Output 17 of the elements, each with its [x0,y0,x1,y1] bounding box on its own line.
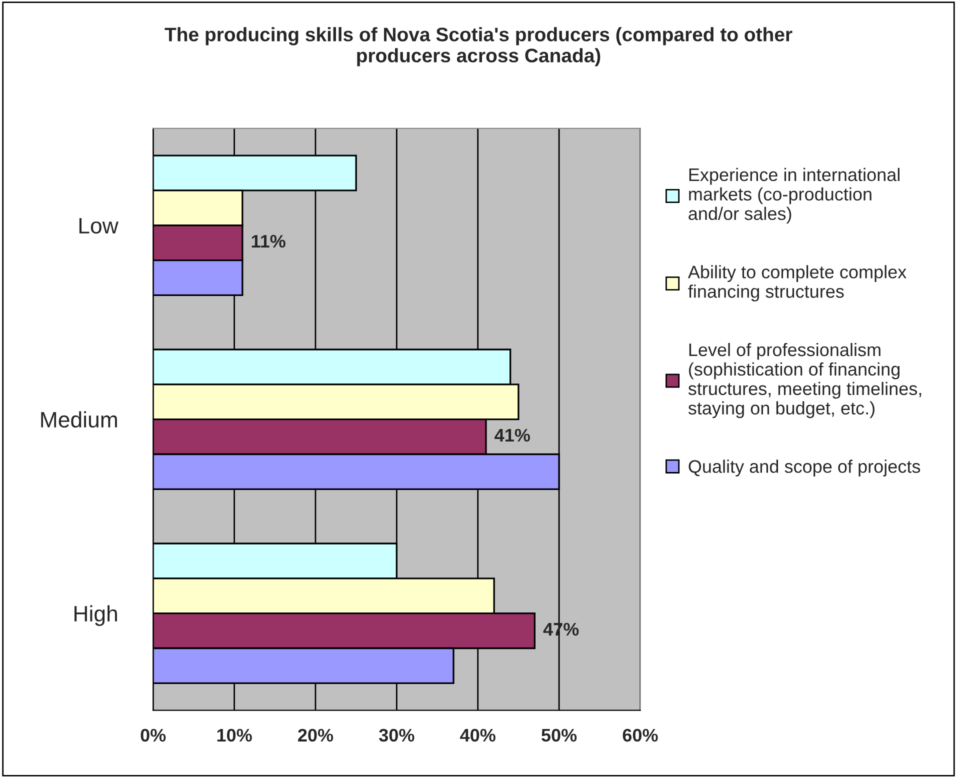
x-tick-label: 30% [379,728,414,742]
x-tick-label: 40% [460,728,496,742]
y-tick-label: Low [79,218,118,234]
data-label: 41% [494,428,530,442]
legend-label: Ability to complete complex financing structures [688,265,906,302]
legend-label: Level of professionalism (sophistication of financing structures, meeting timelines, staying on budget, etc.) [688,342,922,418]
legend-label: Experience in international markets (co-production and/or sales) [688,168,900,224]
x-tick-label: 60% [622,728,658,742]
y-tick-label: High [74,605,117,626]
legend-label: Quality and scope of projects [688,460,920,476]
x-tick-label: 10% [217,728,252,742]
x-tick-label: 0% [140,728,166,742]
y-tick-label: Medium [41,411,117,428]
x-tick-label: 50% [542,728,577,742]
chart-title: The producing skills of Nova Scotia's producers (compared to other producers across Canada) [164,27,792,66]
x-tick-label: 20% [298,728,334,742]
data-label: 11% [252,234,286,248]
